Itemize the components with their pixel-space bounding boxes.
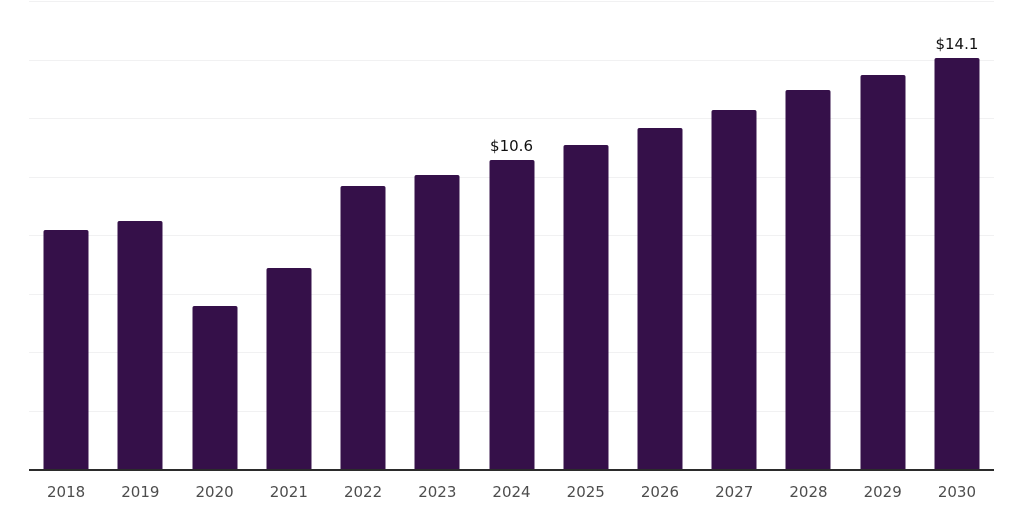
x-tick-2019: 2019	[121, 483, 160, 501]
x-tick-2018: 2018	[47, 483, 86, 501]
bar-band-2025	[549, 0, 623, 470]
bar-2024	[489, 160, 535, 470]
x-axis-tick-labels: 2018 2019 2020 2021 2022 2023 2024 2025 2026 2027…	[29, 483, 994, 501]
bar-band-2024: $10.6	[474, 0, 548, 470]
data-label-2030: $14.1	[935, 35, 979, 53]
gridline-14	[29, 59, 994, 61]
bar-band-2018	[29, 0, 103, 470]
x-tick-2023: 2023	[418, 483, 457, 501]
bar-2019	[117, 221, 163, 470]
bar-2025	[563, 145, 609, 470]
x-tick-2020: 2020	[195, 483, 234, 501]
bar-band-2026	[623, 0, 697, 470]
bar-2029	[860, 75, 906, 470]
x-tick-2027: 2027	[715, 483, 754, 501]
data-label-2024: $10.6	[490, 137, 533, 155]
bar-band-2019	[103, 0, 177, 470]
x-tick-2028: 2028	[789, 483, 828, 501]
plot-area: $10.6 $14.1	[29, 0, 994, 471]
bar-2023	[414, 175, 460, 470]
x-tick-2030: 2030	[937, 483, 977, 501]
bar-2027	[711, 110, 757, 470]
bars-container: $10.6 $14.1	[29, 0, 994, 470]
bar-band-2030: $14.1	[920, 0, 994, 470]
bar-2022	[340, 186, 386, 470]
bar-2026	[637, 128, 683, 470]
x-tick-2025: 2025	[566, 483, 605, 501]
bar-2030	[934, 58, 980, 470]
bar-band-2027	[697, 0, 771, 470]
bar-2028	[785, 90, 831, 470]
x-tick-2021: 2021	[269, 483, 308, 501]
x-tick-2024: 2024	[492, 483, 531, 501]
bar-band-2022	[326, 0, 400, 470]
bar-band-2028	[771, 0, 845, 470]
bar-band-2021	[252, 0, 326, 470]
bar-2021	[266, 268, 312, 470]
bar-2020	[192, 306, 238, 470]
bar-band-2020	[177, 0, 251, 470]
bar-band-2029	[846, 0, 920, 470]
x-tick-2029: 2029	[863, 483, 902, 501]
x-axis-line	[29, 469, 994, 471]
bar-2018	[43, 230, 89, 470]
gridline-12	[29, 118, 994, 119]
x-tick-2026: 2026	[640, 483, 680, 501]
x-tick-2022: 2022	[343, 483, 383, 501]
gridline-16	[29, 1, 994, 2]
bar-band-2023	[400, 0, 474, 470]
